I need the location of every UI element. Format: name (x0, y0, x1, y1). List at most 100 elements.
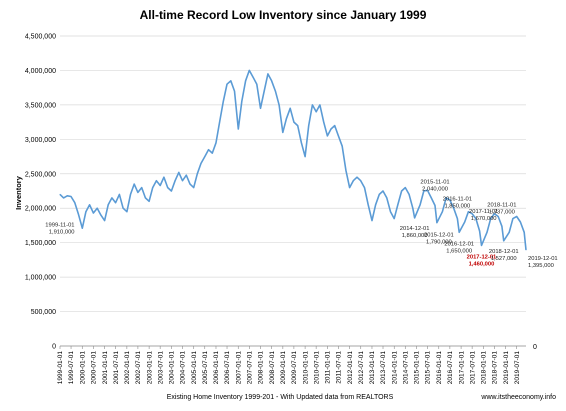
data-point (334, 125, 336, 127)
data-point (107, 204, 109, 206)
data-point (436, 222, 438, 224)
data-point (371, 220, 373, 222)
data-point (230, 80, 232, 82)
data-point (345, 169, 347, 171)
data-point (508, 231, 510, 233)
data-point (341, 145, 343, 147)
annotation-date: 2015-12-01 (424, 233, 454, 239)
annotation-value: 1,527,000 (491, 256, 517, 262)
data-point (375, 204, 377, 206)
x-tick-label: 2002-07-01 (135, 351, 142, 385)
annotation-value: 1,737,000 (489, 209, 515, 215)
annotation-date: 2018-12-01 (489, 249, 519, 255)
data-point (208, 149, 209, 151)
x-tick-label: 2000-01-01 (79, 351, 86, 385)
data-point (256, 83, 258, 85)
x-tick-label: 2009-07-01 (291, 351, 298, 385)
data-point (356, 176, 358, 178)
x-tick-label: 2009-01-01 (280, 351, 287, 385)
annotation-value: 1,860,000 (402, 233, 428, 239)
x-tick-label: 2010-01-01 (302, 351, 309, 385)
data-point (503, 240, 505, 242)
x-tick-label: 2016-01-01 (436, 351, 443, 385)
annotation-value: 1,650,000 (446, 248, 472, 254)
x-tick-label: 2006-01-01 (213, 351, 220, 385)
data-point (115, 202, 117, 204)
data-point (126, 211, 128, 213)
data-point (414, 217, 416, 219)
data-point (185, 174, 187, 176)
data-point (237, 128, 239, 130)
data-point (163, 176, 165, 178)
annotation-date: 2019-12-01 (528, 256, 558, 262)
data-point (167, 187, 169, 189)
data-point (360, 180, 362, 182)
data-point (475, 218, 477, 220)
y-tick-label: 3,000,000 (25, 137, 56, 144)
data-point (458, 231, 460, 233)
data-point (78, 213, 79, 215)
y-tick-label: 2,000,000 (25, 206, 56, 213)
annotation-date: 2016-12-01 (444, 241, 474, 247)
data-point (323, 121, 325, 123)
data-point (516, 216, 518, 217)
data-point (386, 197, 388, 199)
x-tick-label: 2016-07-01 (447, 351, 454, 385)
data-point (441, 211, 443, 213)
data-point (274, 90, 276, 92)
data-point (193, 187, 195, 189)
data-point (141, 187, 143, 189)
x-tick-label: 2002-01-01 (124, 351, 131, 385)
data-point (293, 121, 295, 123)
data-point (501, 225, 503, 227)
data-point (337, 135, 339, 137)
data-point (245, 80, 247, 82)
series-group (59, 69, 527, 251)
data-point (248, 69, 250, 71)
x-tick-label: 2005-01-01 (191, 351, 198, 385)
annotations: 1999-11-011,910,0002014-12-011,860,00020… (45, 179, 557, 268)
data-point (300, 142, 302, 144)
x-tick-label: 2003-01-01 (146, 351, 153, 385)
data-point (311, 104, 313, 106)
data-point (182, 180, 183, 182)
annotation-date: 2017-12-01 (467, 254, 497, 260)
data-point (81, 227, 83, 229)
x-tick-label: 2008-01-01 (258, 351, 265, 385)
data-point (178, 171, 180, 173)
data-point (100, 214, 102, 216)
y-tick-label: 500,000 (31, 309, 56, 316)
data-point (349, 187, 351, 189)
y-tick-label: 3,500,000 (25, 102, 56, 109)
data-point (196, 173, 198, 175)
secondary-axis-zero: 0 (533, 344, 537, 351)
data-point (219, 121, 221, 123)
x-tick-label: 2018-07-01 (492, 351, 499, 385)
credit-text: www.itstheeconomy.info (480, 394, 556, 401)
x-tick-label: 2014-07-01 (402, 351, 409, 385)
x-tick-label: 2007-07-01 (246, 351, 253, 385)
data-point (85, 211, 87, 213)
data-point (89, 204, 91, 206)
x-tick-label: 2006-07-01 (224, 351, 231, 385)
x-tick-label: 2013-07-01 (380, 351, 387, 385)
data-point (404, 187, 406, 189)
y-axis-ticks: 0 500,000 1,000,000 1,500,000 2,000,000 2,500… (25, 34, 56, 351)
x-tick-label: 1999-07-01 (68, 351, 75, 385)
data-point (252, 76, 254, 78)
data-point (159, 185, 161, 186)
data-point (204, 156, 206, 158)
x-tick-label: 2014-01-01 (391, 351, 398, 385)
x-tick-label: 2017-01-01 (458, 351, 465, 385)
data-point (401, 190, 403, 192)
data-point (490, 218, 492, 220)
x-tick-label: 2004-07-01 (180, 351, 187, 385)
x-tick-label: 2010-07-01 (313, 351, 320, 385)
data-point (397, 204, 399, 206)
data-point (66, 195, 68, 197)
data-point (367, 204, 369, 206)
data-point (493, 213, 495, 215)
annotation-value: 1,850,000 (444, 204, 470, 210)
x-tick-label: 2008-07-01 (269, 351, 276, 385)
